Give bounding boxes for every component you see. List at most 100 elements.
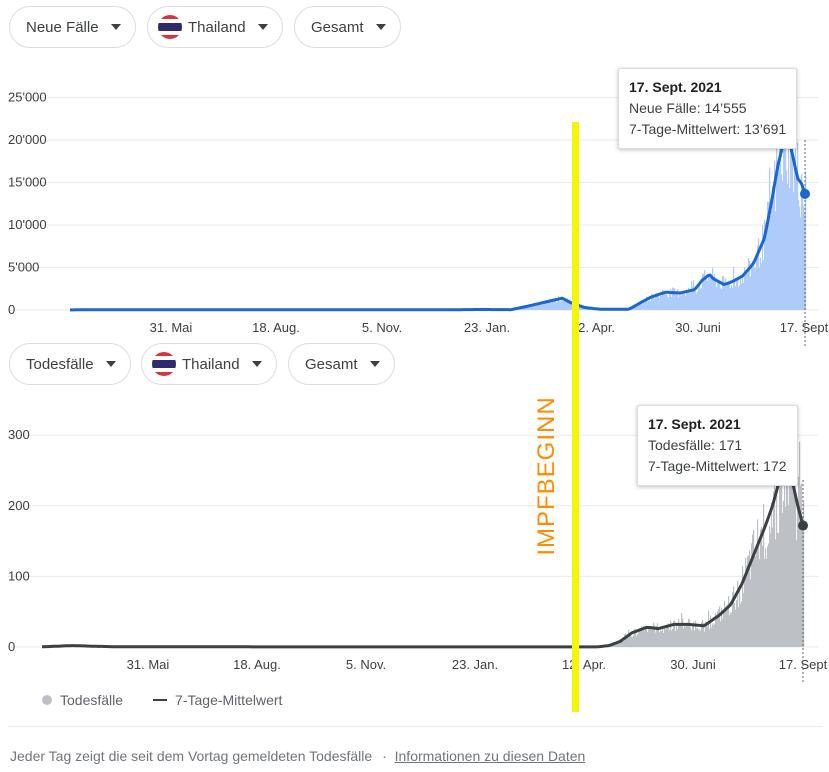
daily-bar xyxy=(727,604,729,647)
daily-bar xyxy=(759,558,761,647)
daily-bar xyxy=(715,277,717,310)
daily-bar xyxy=(654,625,656,647)
daily-bar xyxy=(531,305,533,310)
daily-bar xyxy=(674,620,676,647)
daily-bar xyxy=(528,306,530,310)
daily-bar xyxy=(740,275,742,310)
y-tick-label: 25'000 xyxy=(8,90,47,105)
daily-bar xyxy=(704,631,706,647)
daily-bar xyxy=(651,629,653,647)
daily-bar xyxy=(727,281,729,310)
daily-bar xyxy=(694,289,696,310)
daily-bar xyxy=(636,635,638,647)
daily-bar xyxy=(731,285,733,310)
daily-bar xyxy=(660,292,662,310)
daily-bar xyxy=(776,473,778,647)
scope-select-bottom[interactable]: Gesamt xyxy=(288,343,395,385)
daily-bar xyxy=(551,302,553,310)
daily-bar xyxy=(652,296,654,310)
metric-select-top[interactable]: Neue Fälle xyxy=(9,6,136,48)
scope-select-top[interactable]: Gesamt xyxy=(294,6,401,48)
daily-bar xyxy=(706,623,708,647)
y-tick-label: 100 xyxy=(8,568,30,583)
daily-bar xyxy=(783,501,785,647)
daily-bar xyxy=(730,288,732,310)
daily-bar xyxy=(683,293,685,310)
daily-bar xyxy=(803,501,805,647)
daily-bar xyxy=(692,286,694,310)
daily-bar xyxy=(677,288,679,310)
daily-bar xyxy=(660,630,662,647)
daily-bar xyxy=(646,296,648,310)
daily-bar xyxy=(632,636,634,647)
daily-bar xyxy=(663,632,665,647)
country-select-top[interactable]: Thailand xyxy=(147,6,283,48)
daily-bar xyxy=(638,305,640,310)
daily-bar xyxy=(680,295,682,310)
daily-bar xyxy=(672,287,674,310)
daily-bar xyxy=(802,520,804,647)
daily-bar xyxy=(708,273,710,310)
daily-bar xyxy=(690,627,692,647)
daily-bar xyxy=(684,293,686,310)
daily-bar xyxy=(664,294,666,310)
daily-bar xyxy=(529,305,531,310)
daily-bar xyxy=(790,452,792,647)
daily-bar xyxy=(780,452,782,647)
daily-bar xyxy=(664,627,666,647)
daily-bar xyxy=(757,519,759,647)
daily-bar xyxy=(700,631,702,647)
daily-bar xyxy=(751,266,753,310)
daily-bar xyxy=(679,625,681,647)
country-select-bottom[interactable]: Thailand xyxy=(141,343,277,385)
x-tick-label: 12. Apr. xyxy=(571,320,615,335)
cases-chart[interactable]: 0 5'000 10'000 15'000 20'000 25'000 31. Mai 18.… xyxy=(0,0,829,346)
daily-bar xyxy=(651,293,653,310)
daily-bar xyxy=(705,278,707,310)
daily-bar xyxy=(784,125,786,311)
daily-bar xyxy=(800,217,802,310)
daily-bar xyxy=(560,301,562,310)
daily-bar xyxy=(765,222,767,310)
daily-bar xyxy=(542,304,544,310)
x-tick-label: 12. Apr. xyxy=(562,657,606,672)
daily-bar xyxy=(671,630,673,647)
daily-bar xyxy=(771,210,773,310)
daily-bar xyxy=(705,621,707,647)
deaths-chart[interactable]: 0 100 200 300 31. Mai 18. Aug. 5. Nov. 23. Jan.… xyxy=(0,340,829,683)
daily-bar xyxy=(724,601,726,647)
daily-bar xyxy=(766,558,768,647)
daily-bar xyxy=(758,541,760,647)
metric-select-bottom[interactable]: Todesfälle xyxy=(9,343,131,385)
daily-bar xyxy=(615,642,617,647)
daily-bar xyxy=(745,557,747,647)
daily-bar xyxy=(707,280,709,310)
x-tick-label: 5. Nov. xyxy=(362,320,402,335)
daily-bar xyxy=(729,280,731,310)
tooltip-average: 7-Tage-Mittelwert: 172 xyxy=(648,458,787,474)
x-tick-label: 23. Jan. xyxy=(464,320,510,335)
daily-bar xyxy=(784,427,786,647)
daily-bar xyxy=(711,274,713,310)
country-select-label: Thailand xyxy=(182,355,240,373)
daily-bar xyxy=(629,634,631,647)
daily-bar xyxy=(721,607,723,647)
daily-bar xyxy=(722,276,724,310)
daily-bar xyxy=(673,621,675,647)
daily-bar xyxy=(677,629,679,647)
daily-bar xyxy=(718,280,720,310)
caret-down-icon xyxy=(110,24,121,30)
daily-bar xyxy=(684,625,686,647)
daily-bar xyxy=(747,556,749,647)
daily-bar xyxy=(671,296,673,310)
daily-bar xyxy=(795,94,797,310)
daily-bar xyxy=(796,540,798,647)
daily-bar xyxy=(696,628,698,647)
daily-bar xyxy=(713,278,715,310)
daily-bar xyxy=(775,539,777,647)
caret-down-icon xyxy=(375,24,386,30)
daily-bar xyxy=(789,438,791,647)
x-tick-label: 31. Mai xyxy=(150,320,193,335)
daily-bar xyxy=(773,186,775,310)
data-info-link[interactable]: Informationen zu diesen Daten xyxy=(394,748,586,764)
